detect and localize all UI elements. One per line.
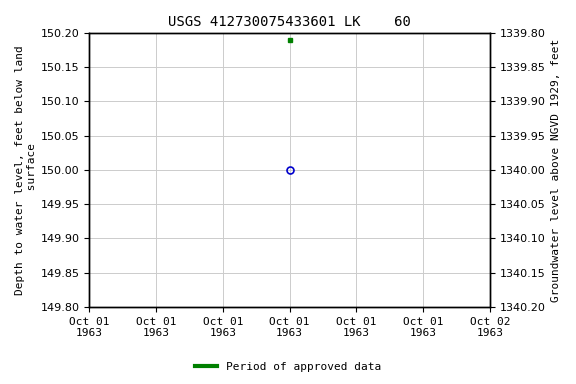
Title: USGS 412730075433601 LK    60: USGS 412730075433601 LK 60 bbox=[168, 15, 411, 29]
Y-axis label: Depth to water level, feet below land
 surface: Depth to water level, feet below land su… bbox=[15, 45, 37, 295]
Y-axis label: Groundwater level above NGVD 1929, feet: Groundwater level above NGVD 1929, feet bbox=[551, 38, 561, 301]
Legend: Period of approved data: Period of approved data bbox=[191, 358, 385, 377]
